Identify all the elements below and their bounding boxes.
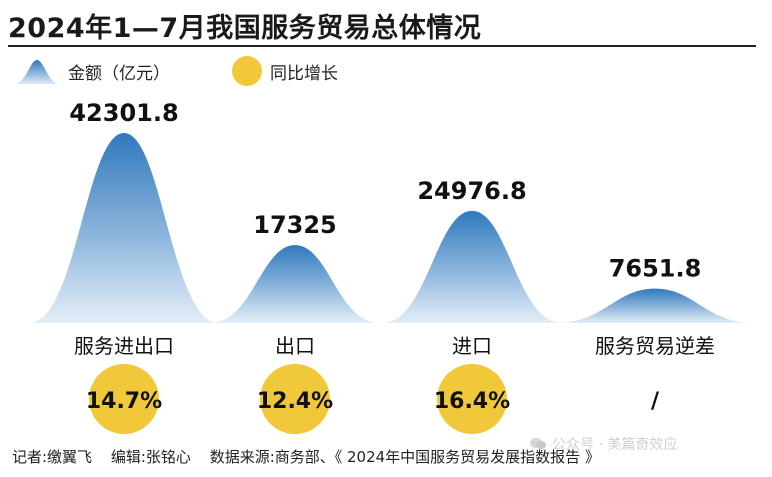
legend-item-amount: 金额（亿元）: [14, 56, 170, 86]
watermark-text: 公众号 · 美篇奇效应: [552, 437, 678, 453]
mountain-legend-icon: [14, 60, 60, 84]
legend-label-growth: 同比增长: [270, 63, 338, 84]
legend: 金额（亿元） 同比增长: [14, 56, 434, 86]
growth-label: 16.4%: [434, 389, 510, 414]
growth-label: /: [651, 389, 660, 414]
mountain-mark: [382, 210, 562, 323]
legend-label-amount: 金额（亿元）: [68, 63, 170, 84]
circle-legend-icon: [232, 56, 262, 86]
growth-circle: [260, 364, 330, 434]
value-label: 17325: [253, 211, 337, 239]
growth-circle: [89, 364, 159, 434]
mountain-mark: [555, 288, 755, 323]
footer-editor: 编辑:张铭心: [110, 448, 191, 466]
growth-label: 14.7%: [86, 389, 162, 414]
mountain-mark: [210, 245, 380, 323]
growth-label: 12.4%: [257, 389, 333, 414]
value-label: 42301.8: [69, 99, 178, 127]
legend-item-growth: 同比增长: [232, 56, 338, 86]
footer-reporter: 记者:缴翼飞: [12, 448, 93, 466]
category-label: 进口: [452, 334, 492, 358]
title-divider: [8, 45, 756, 47]
watermark: 公众号 · 美篇奇效应: [530, 434, 677, 454]
chart-title: 2024年1—7月我国服务贸易总体情况: [8, 13, 482, 44]
category-label: 服务进出口: [74, 334, 174, 358]
category-label: 出口: [275, 334, 315, 358]
growth-circle: [437, 364, 507, 434]
mountain-mark: [29, 133, 219, 323]
footer: 记者:缴翼飞 编辑:张铭心 数据来源:商务部、《 2024年中国服务贸易发展指数…: [12, 446, 600, 467]
chat-bubble-icon: [530, 438, 546, 450]
category-label: 服务贸易逆差: [595, 334, 715, 358]
value-label: 24976.8: [417, 177, 526, 205]
value-label: 7651.8: [609, 255, 702, 283]
footer-source: 数据来源:商务部、《 2024年中国服务贸易发展指数报告 》: [209, 448, 600, 466]
